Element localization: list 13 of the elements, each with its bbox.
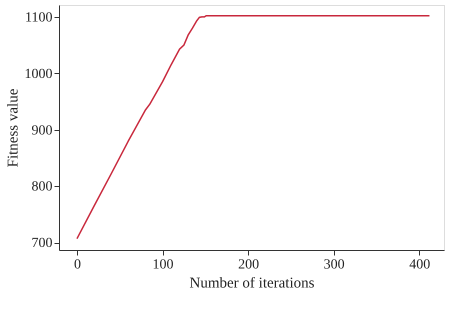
y-tick-label: 1000 [24,66,52,82]
x-axis-title: Number of iterations [190,276,315,292]
y-axis-title: Fitness value [6,88,22,168]
x-tick-label: 200 [238,258,260,272]
x-tick-label: 300 [324,258,345,272]
x-tick-label: 100 [152,258,174,272]
y-tick-label: 1100 [25,10,52,26]
x-tick-label: 400 [409,258,430,272]
line-series [76,14,430,240]
y-tick-label: 800 [32,180,52,195]
x-tick-label: 0 [74,258,81,272]
y-tick-label: 700 [32,236,52,252]
y-tick-label: 900 [32,123,52,138]
